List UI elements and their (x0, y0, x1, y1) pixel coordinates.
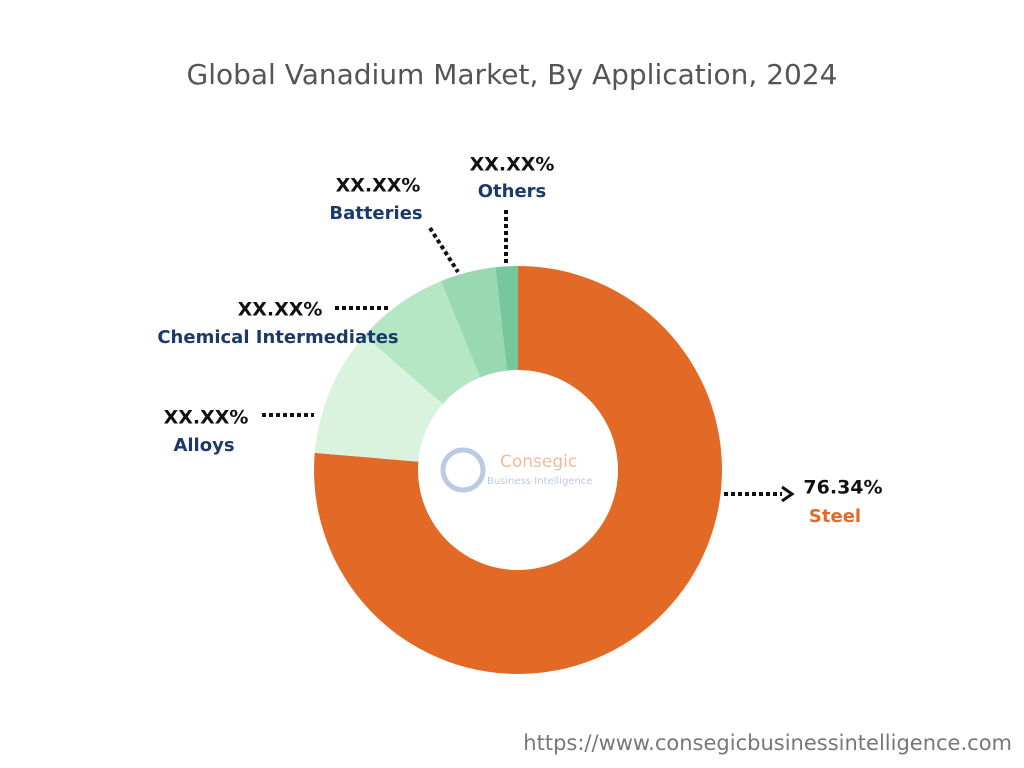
leader-line (428, 226, 460, 274)
leader-arrow (781, 485, 795, 503)
value-label: XX.XX% (336, 175, 421, 197)
donut-slice (495, 266, 518, 371)
watermark-text: Business Intelligence (487, 476, 592, 487)
chart-title: Global Vanadium Market, By Application, … (187, 58, 838, 91)
donut-slice (364, 281, 481, 405)
value-label: 76.34% (803, 477, 882, 499)
source-url: https://www.consegicbusinessintelligence… (523, 731, 1012, 755)
watermark-text: Consegic (500, 452, 577, 472)
category-label: Alloys (173, 435, 234, 456)
category-label: Others (478, 181, 547, 202)
watermark: Consegic Business Intelligence (440, 447, 592, 493)
watermark-icon (440, 447, 486, 493)
donut-slice (314, 266, 723, 674)
value-label: XX.XX% (164, 407, 249, 429)
donut-slice (314, 335, 443, 462)
category-label: Batteries (329, 203, 422, 224)
category-label: Steel (809, 506, 861, 527)
value-label: XX.XX% (470, 154, 555, 176)
category-label: Chemical Intermediates (157, 327, 398, 348)
value-label: XX.XX% (238, 299, 323, 321)
donut-slice (440, 267, 507, 378)
